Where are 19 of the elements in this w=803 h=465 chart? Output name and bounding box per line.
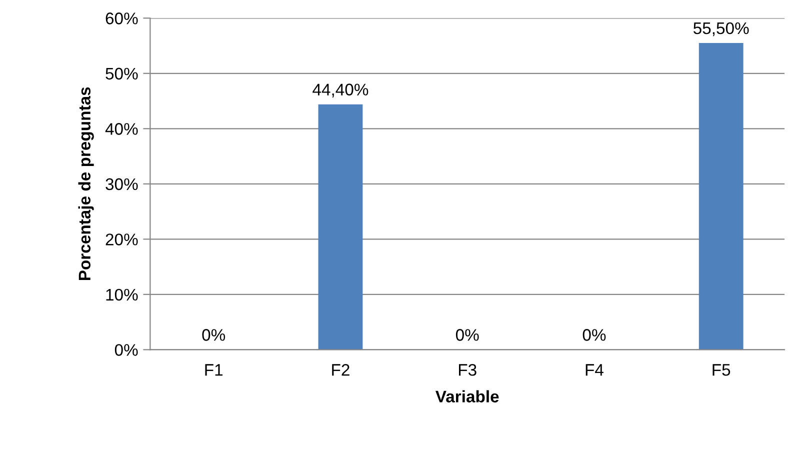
x-tick-label: F2 [332, 364, 350, 376]
y-tick-label: 50% [106, 68, 138, 80]
y-tick-label: 30% [106, 178, 138, 190]
data-label: 55,50% [694, 22, 749, 36]
data-label: 44,40% [312, 84, 368, 98]
y-axis-title: Porcentaje de preguntas [78, 87, 94, 280]
data-label: 0% [582, 329, 606, 341]
y-tick-label: 0% [114, 344, 138, 356]
x-tick-label: F4 [586, 364, 604, 376]
y-tick-label: 40% [105, 123, 138, 135]
y-tick-label: 20% [106, 234, 138, 246]
y-tick-label: 10% [106, 288, 138, 301]
data-label: 0% [202, 329, 226, 341]
x-tick-label: F5 [712, 364, 730, 376]
y-tick-label: 60% [106, 12, 138, 24]
data-label: 0% [456, 329, 479, 341]
x-axis-title: Variable [435, 390, 499, 402]
x-tick-label: F3 [458, 364, 476, 376]
x-tick-label: F1 [205, 364, 223, 376]
